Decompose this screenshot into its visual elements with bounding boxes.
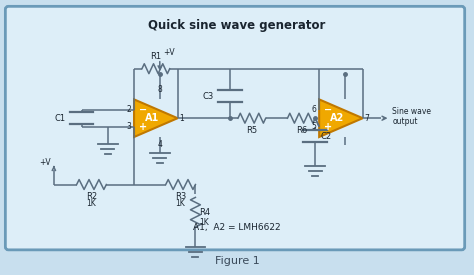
Text: R3: R3 [175, 192, 186, 202]
Text: R2: R2 [86, 192, 97, 202]
Text: A1: A1 [145, 113, 159, 123]
Text: C3: C3 [203, 92, 214, 101]
Text: Sine wave
output: Sine wave output [392, 106, 431, 126]
Text: 1: 1 [180, 114, 184, 123]
Text: 1K: 1K [200, 218, 209, 227]
Text: A1,  A2 = LMH6622: A1, A2 = LMH6622 [193, 222, 281, 232]
Text: C2: C2 [320, 131, 331, 141]
Text: R4: R4 [200, 208, 210, 217]
Text: C1: C1 [55, 114, 66, 123]
Text: R1: R1 [150, 52, 161, 61]
Text: +V: +V [163, 48, 174, 57]
Text: 5: 5 [311, 122, 316, 131]
Text: Figure 1: Figure 1 [215, 256, 259, 266]
Text: 2: 2 [127, 105, 131, 114]
Text: +: + [139, 122, 147, 132]
Text: 3: 3 [126, 122, 131, 131]
Text: 6: 6 [311, 105, 316, 114]
Text: A2: A2 [330, 113, 344, 123]
Text: 1K: 1K [87, 199, 96, 208]
Text: 4: 4 [157, 140, 162, 149]
Text: 1K: 1K [176, 199, 185, 208]
Text: Quick sine wave generator: Quick sine wave generator [148, 19, 326, 32]
Polygon shape [134, 99, 178, 137]
Text: −: − [139, 105, 147, 115]
Text: 7: 7 [365, 114, 370, 123]
Text: +V: +V [39, 158, 51, 167]
Text: R5: R5 [246, 126, 257, 135]
Text: −: − [324, 105, 332, 115]
Text: R6: R6 [296, 126, 307, 135]
Text: 8: 8 [157, 86, 162, 94]
Text: +: + [324, 122, 332, 132]
Polygon shape [319, 99, 363, 137]
FancyBboxPatch shape [5, 6, 465, 250]
